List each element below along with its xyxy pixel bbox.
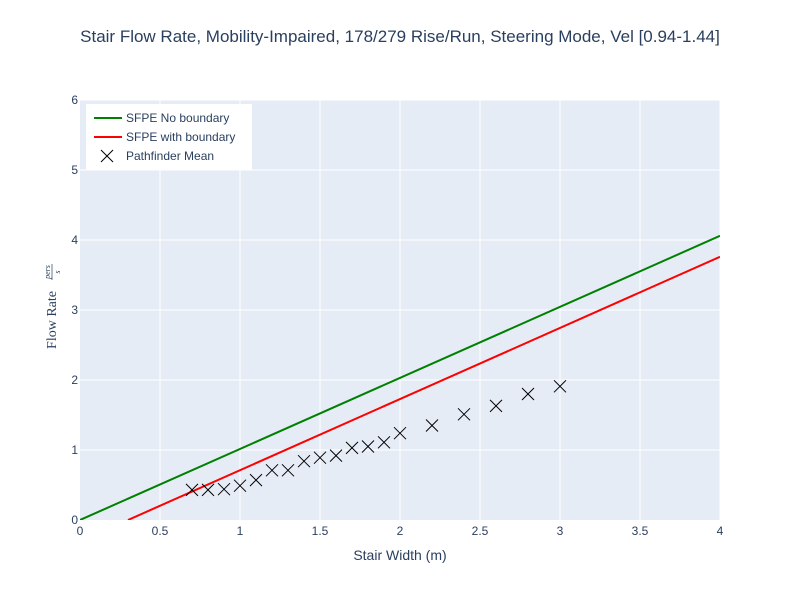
series-layer	[80, 234, 720, 520]
x-tick-label: 4	[717, 524, 724, 538]
data-point	[361, 440, 375, 453]
data-point	[233, 479, 247, 493]
data-point	[201, 483, 215, 497]
x-tick-label: 3	[557, 524, 564, 538]
y-axis-unit-denominator: s	[53, 270, 62, 273]
x-tick-label: 0	[77, 524, 84, 538]
y-tick-label: 0	[71, 513, 78, 527]
legend-label: SFPE No boundary	[126, 111, 229, 125]
x-tick-label: 2	[397, 524, 404, 538]
y-tick-label: 1	[71, 443, 78, 457]
legend-swatch	[100, 149, 114, 163]
data-point	[393, 426, 407, 440]
y-tick-label: 3	[71, 303, 78, 317]
y-axis-ticks: 0 1 2 3 4 5 6	[71, 93, 78, 527]
data-point	[457, 407, 471, 421]
data-point	[313, 451, 327, 465]
data-point	[297, 454, 311, 468]
legend-label: SFPE with boundary	[126, 130, 235, 144]
x-axis-title: Stair Width (m)	[353, 547, 446, 563]
data-point	[425, 419, 439, 432]
data-point	[329, 449, 343, 462]
x-tick-label: 2.5	[472, 524, 489, 538]
data-point	[281, 463, 295, 477]
y-tick-label: 6	[71, 93, 78, 107]
legend: SFPE No boundary SFPE with boundary Pathfi…	[86, 104, 252, 170]
data-point	[249, 473, 263, 487]
x-tick-label: 1.5	[312, 524, 329, 538]
data-point	[217, 482, 231, 496]
grid	[80, 99, 721, 520]
x-tick-label: 3.5	[632, 524, 649, 538]
x-tick-label: 1	[237, 524, 244, 538]
data-point	[553, 379, 567, 393]
y-tick-label: 5	[71, 163, 78, 177]
data-point	[345, 441, 359, 455]
y-tick-label: 2	[71, 373, 78, 387]
data-point	[377, 435, 391, 449]
legend-label: Pathfinder Mean	[126, 149, 214, 163]
y-axis-label: Flow Rate	[45, 291, 60, 349]
series-line-0	[80, 234, 720, 520]
y-axis-title: Flow Rate pers s	[43, 264, 62, 349]
x-axis-ticks: 0 0.5 1 1.5 2 2.5 3 3.5 4	[77, 524, 724, 538]
data-point	[265, 463, 279, 477]
y-axis-unit-numerator: pers	[43, 265, 52, 280]
series-line-1	[127, 255, 720, 520]
data-point	[185, 483, 199, 497]
y-tick-label: 4	[71, 233, 78, 247]
data-point	[489, 399, 503, 413]
chart-title: Stair Flow Rate, Mobility-Impaired, 178/…	[80, 27, 720, 46]
x-tick-label: 0.5	[152, 524, 169, 538]
data-point	[521, 387, 535, 401]
